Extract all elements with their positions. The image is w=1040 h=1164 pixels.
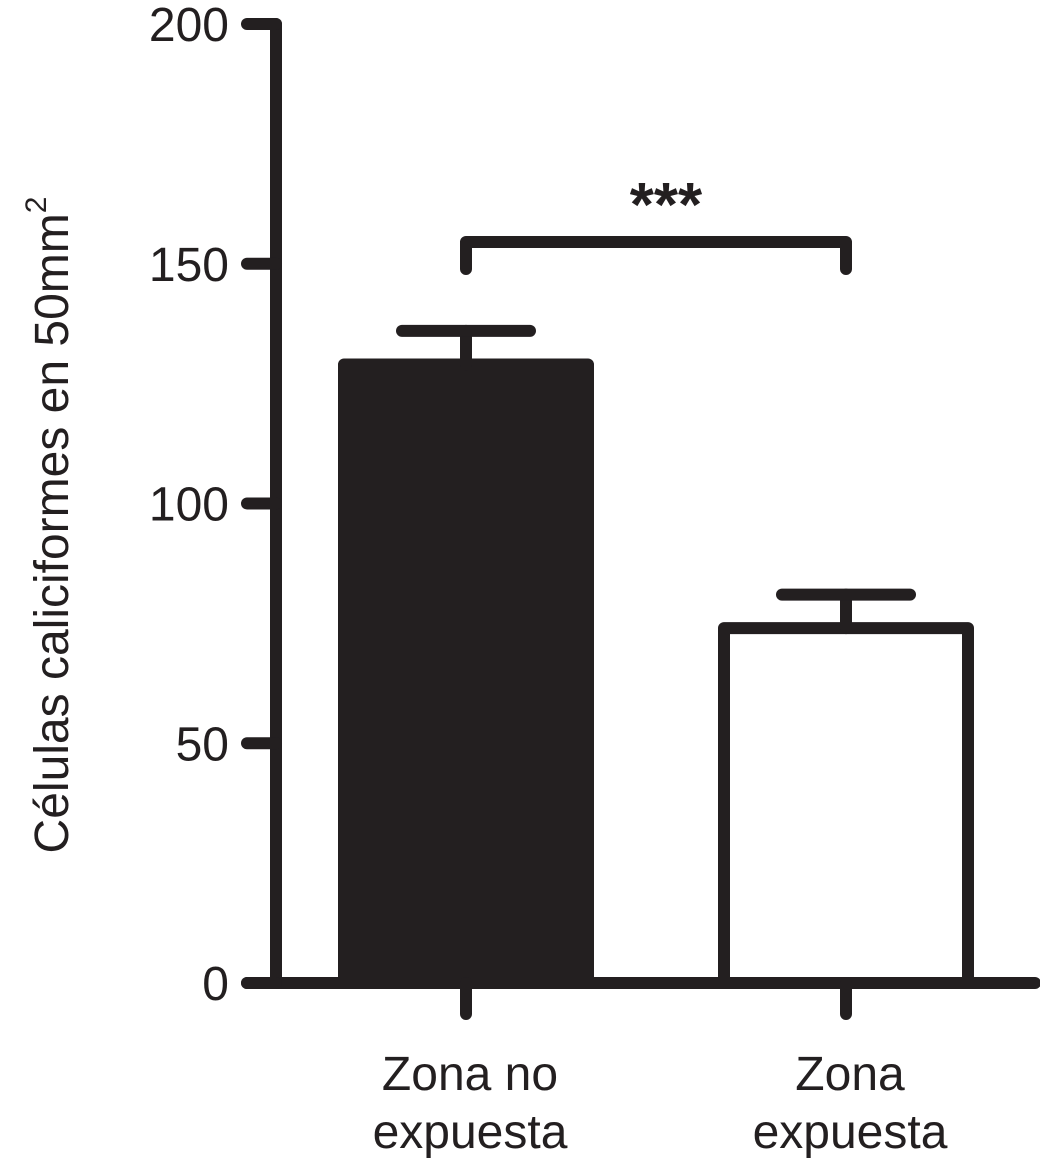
bar-1 [338, 358, 594, 989]
y-tick-label-50: 50 [176, 718, 229, 771]
significance-label: *** [630, 171, 703, 240]
x-tick-label-2-line1: Zona [795, 1048, 905, 1101]
x-tick-label-1-line2: expuesta [373, 1106, 568, 1159]
x-tick-label-1-line1: Zona no [382, 1048, 558, 1101]
y-tick-label-0: 0 [202, 958, 229, 1011]
y-axis-label: Células caliciformes en 50mm2 [20, 197, 79, 854]
y-axis-label-text: Células caliciformes en 50mm [26, 213, 79, 853]
bar-2 [718, 622, 974, 989]
x-tick-label-2-line2: expuesta [753, 1106, 948, 1159]
y-axis-label-superscript: 2 [20, 197, 53, 214]
y-tick-label-200: 200 [149, 0, 229, 52]
y-tick-label-150: 150 [149, 239, 229, 292]
y-tick-label-100: 100 [149, 479, 229, 532]
significance-bracket [460, 236, 852, 275]
